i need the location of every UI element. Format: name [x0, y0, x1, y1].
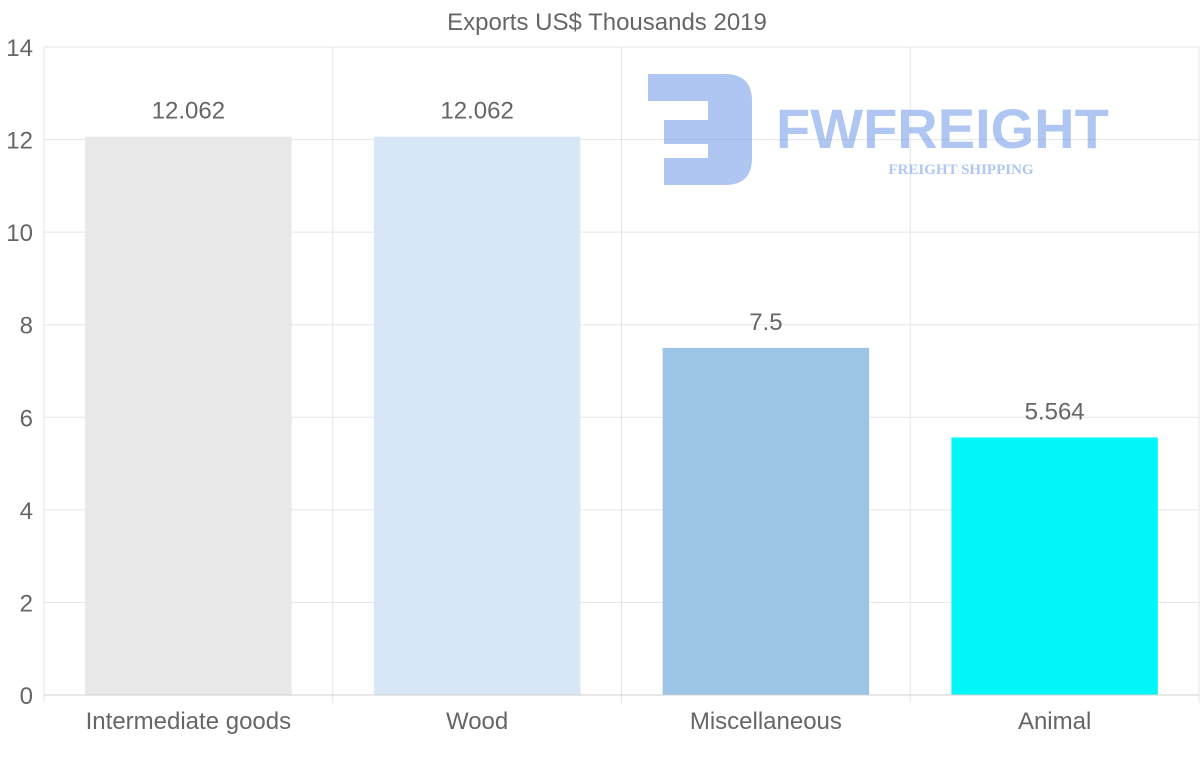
y-tick-label: 14 — [6, 35, 33, 62]
watermark-logo: FWFREIGHT FREIGHT SHIPPING — [648, 74, 1109, 185]
y-tick-label: 10 — [6, 220, 33, 247]
bar — [951, 437, 1158, 695]
chart-title: Exports US$ Thousands 2019 — [447, 9, 767, 36]
bar-value-label: 12.062 — [152, 98, 225, 125]
fwfreight-logo-icon — [648, 74, 752, 185]
axes: 0 2 4 6 8 10 12 14 Intermediate goods Wood Miscell… — [6, 35, 1199, 735]
bar-value-label: 5.564 — [1025, 398, 1085, 425]
watermark-tagline: FREIGHT SHIPPING — [888, 162, 1033, 178]
x-tick-label: Animal — [1018, 708, 1091, 735]
watermark-brand: FWFREIGHT — [776, 97, 1109, 160]
bar-value-label: 12.062 — [440, 98, 513, 125]
y-tick-label: 2 — [20, 590, 33, 617]
x-tick-label: Miscellaneous — [690, 708, 842, 735]
y-tick-label: 4 — [20, 498, 33, 525]
y-tick-label: 6 — [20, 405, 33, 432]
bar — [85, 136, 292, 695]
x-tick-label: Intermediate goods — [86, 708, 291, 735]
y-tick-label: 0 — [20, 683, 33, 710]
bars: 12.062 12.062 7.5 5.564 — [85, 98, 1158, 695]
bar-value-label: 7.5 — [749, 309, 782, 336]
y-tick-label: 12 — [6, 128, 33, 155]
x-tick-label: Wood — [446, 708, 508, 735]
bar — [662, 347, 870, 695]
bar — [373, 136, 581, 695]
y-tick-label: 8 — [20, 313, 33, 340]
